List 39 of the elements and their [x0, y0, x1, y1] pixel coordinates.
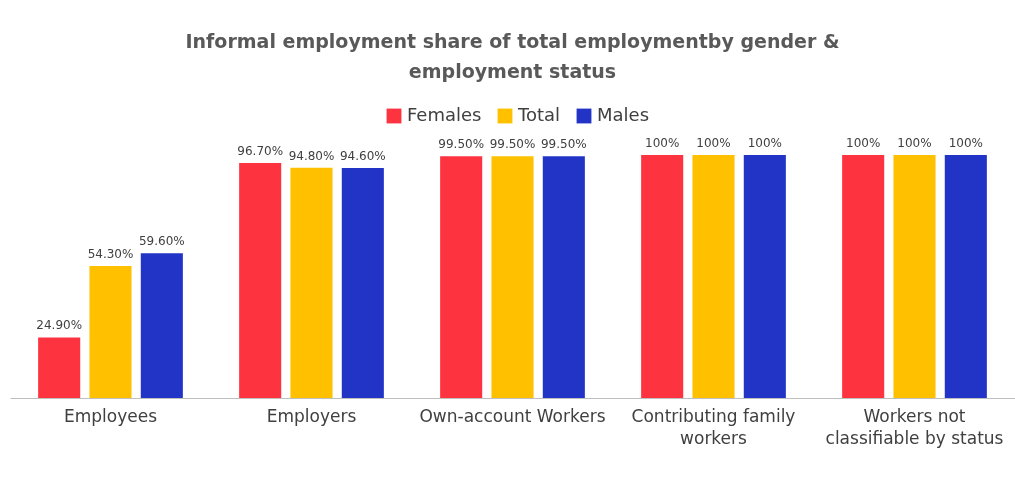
- data-label: 94.80%: [288, 148, 335, 163]
- data-label: 99.50%: [540, 137, 587, 152]
- x-tick-label: Contributing family workers: [631, 405, 796, 448]
- bar: [290, 167, 333, 398]
- data-label: 100%: [645, 136, 680, 150]
- bar: [89, 266, 132, 398]
- bar: [239, 163, 282, 398]
- bar: [692, 155, 735, 398]
- legend-label: Females: [407, 104, 482, 125]
- data-label: 100%: [696, 136, 731, 150]
- bar: [140, 253, 183, 398]
- bar: [491, 156, 534, 398]
- bar: [542, 156, 585, 398]
- x-tick-label: Employers: [266, 405, 357, 426]
- bar: [341, 168, 384, 398]
- data-label: 100%: [846, 136, 881, 150]
- data-label: 94.60%: [339, 149, 386, 164]
- legend-label: Total: [517, 104, 561, 125]
- data-label: 54.30%: [87, 247, 134, 262]
- data-label: 100%: [897, 136, 932, 150]
- data-label: 99.50%: [489, 137, 536, 152]
- bar: [893, 155, 936, 398]
- x-tick-label: Own-account Workers: [419, 405, 606, 426]
- data-label: 24.90%: [36, 318, 83, 333]
- x-tick-label: Workers not classifiable by status: [825, 405, 1004, 448]
- data-label: 59.60%: [138, 234, 185, 249]
- x-tick-label: Employees: [63, 405, 158, 426]
- bar: [641, 155, 684, 398]
- legend-label: Males: [597, 104, 650, 125]
- data-label: 99.50%: [438, 137, 485, 152]
- bar: [743, 155, 786, 398]
- bar: [38, 337, 81, 398]
- chart-title: Informal employment share of total employmentby gender & employment status: [185, 30, 840, 82]
- data-label: 100%: [747, 136, 782, 150]
- bar: [440, 156, 483, 398]
- data-label: 100%: [948, 136, 983, 150]
- data-label: 96.70%: [237, 144, 284, 159]
- bar: [944, 155, 987, 398]
- bar: [842, 155, 885, 398]
